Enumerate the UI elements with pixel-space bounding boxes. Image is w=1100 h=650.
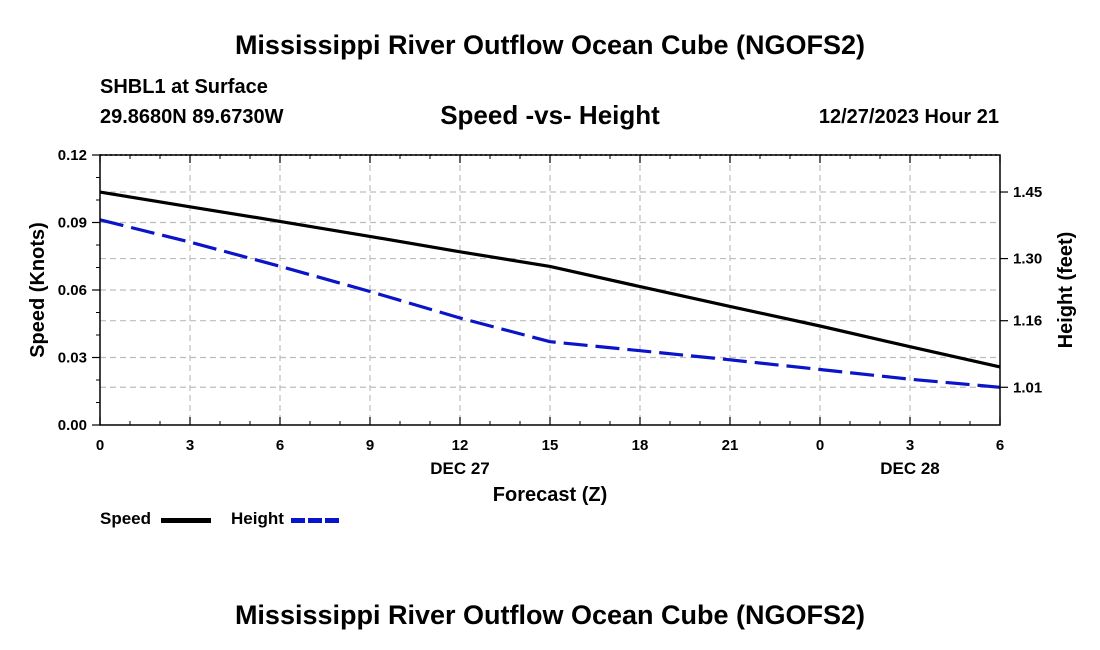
station-coordinates: 29.8680N 89.6730W [100,106,284,128]
series-line-speed [99,190,1001,369]
legend-height-label: Height [231,509,284,528]
y2-tick-label: 1.01 [1013,379,1042,396]
date-label: DEC 28 [880,459,940,478]
legend-speed-label: Speed [100,509,152,528]
x-tick-label: 6 [996,437,1004,454]
x-axis-title: Forecast (Z) [493,484,607,506]
repeated-title: Mississippi River Outflow Ocean Cube (NG… [234,600,866,630]
y-tick-label: 0.00 [58,417,87,434]
x-tick-label: 0 [96,437,104,454]
y2-tick-label: 1.16 [1013,313,1042,330]
x-tick-label: 0 [816,437,824,454]
x-tick-label: 3 [906,437,914,454]
axes: 0 3 6 9 12 15 18 21 0 3 6 DEC 27 DEC 28 0.00 0.03 0.06 0… [58,147,1042,478]
legend-speed-swatch [161,518,211,523]
main-title: Mississippi River Outflow Ocean Cube (NG… [234,30,866,60]
station-label: SHBL1 at Surface [100,76,268,98]
y-tick-label: 0.12 [58,147,87,164]
plot-title: Speed -vs- Height [440,100,660,130]
x-tick-label: 9 [366,437,374,454]
x-tick-label: 18 [632,437,649,454]
y2-tick-label: 1.45 [1013,184,1042,201]
x-tick-label: 21 [722,437,739,454]
x-tick-label: 6 [276,437,284,454]
x-tick-label: 15 [542,437,559,454]
speed-height-chart: 0 3 6 9 12 15 18 21 0 3 6 DEC 27 DEC 28 0.00 0.03 0.06 0… [27,147,1077,506]
y-tick-label: 0.09 [58,215,87,232]
y2-axis-title: Height (feet) [1055,232,1077,349]
date-label: DEC 27 [430,459,490,478]
x-tick-label: 12 [452,437,469,454]
y-tick-label: 0.06 [58,282,87,299]
grid-lines [100,155,1000,425]
y-axis-title: Speed (Knots) [27,222,49,358]
x-tick-label: 3 [186,437,194,454]
series-line-height [99,218,1001,389]
forecast-datetime: 12/27/2023 Hour 21 [818,106,999,128]
y2-tick-label: 1.30 [1013,251,1042,268]
series-lines [99,190,1001,389]
legend-height-swatch [291,518,341,523]
y-tick-label: 0.03 [58,350,87,367]
